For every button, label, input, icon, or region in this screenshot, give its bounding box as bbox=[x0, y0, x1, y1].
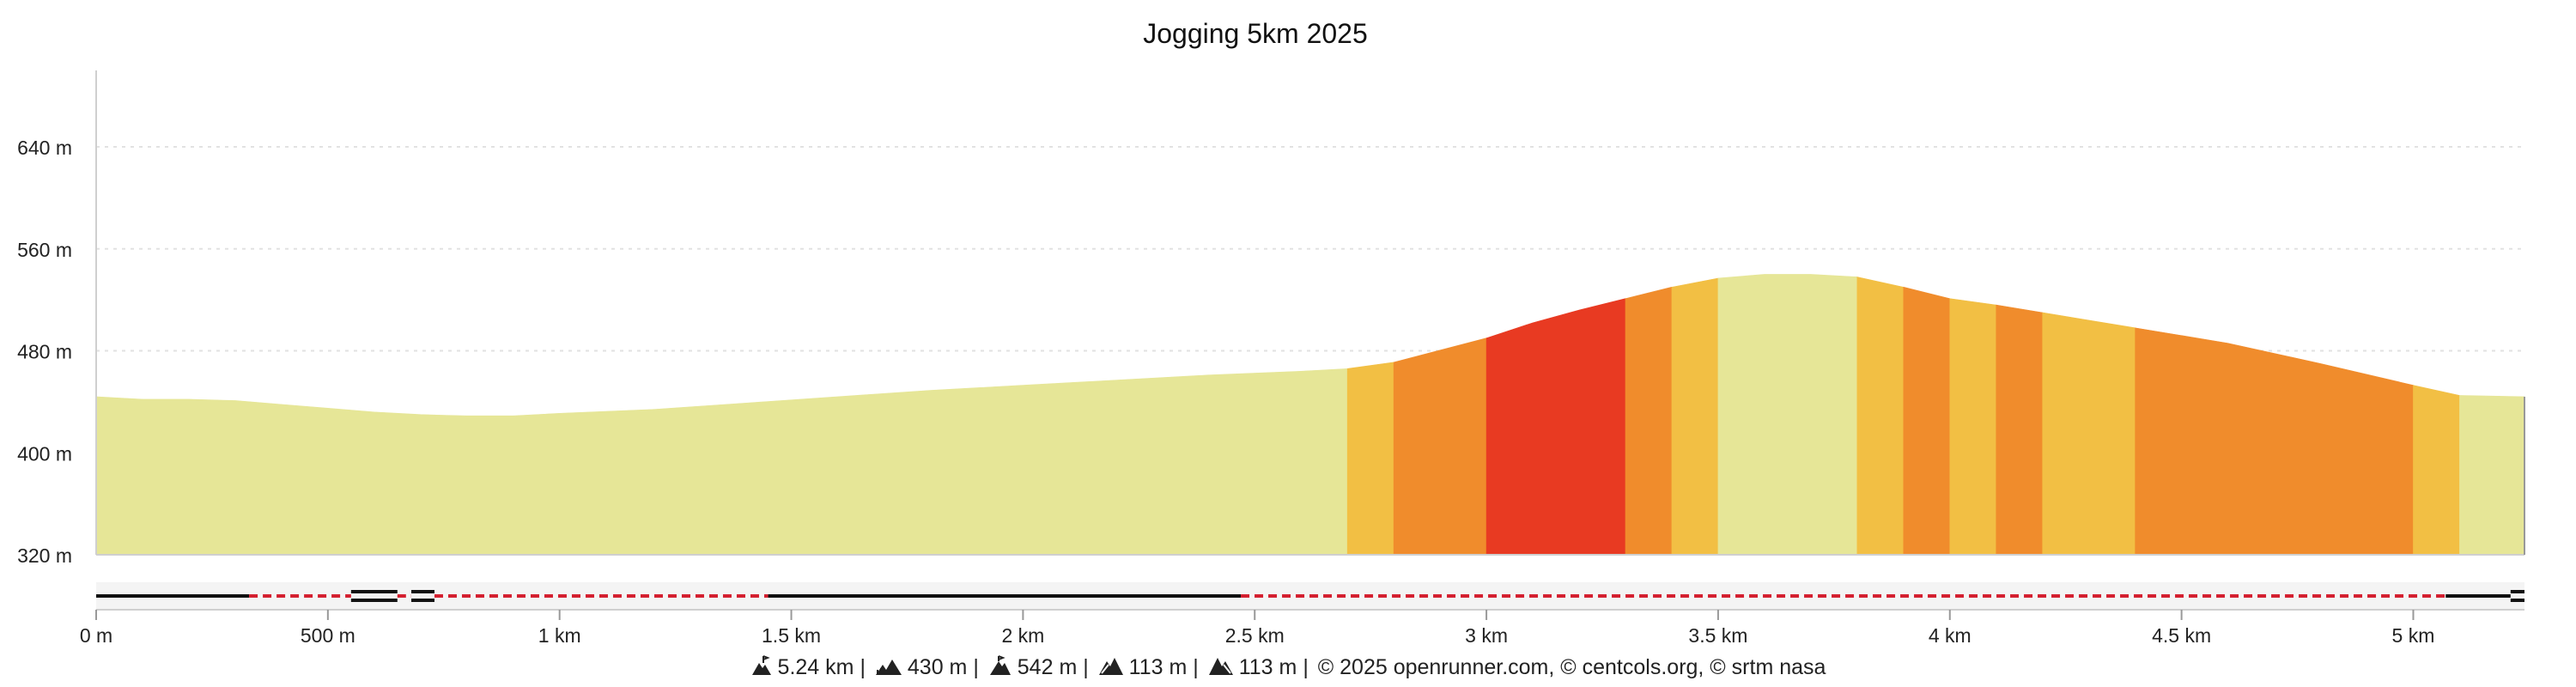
distance-stat: 5.24 km | bbox=[750, 654, 866, 680]
elevation-gain-stat: 430 m | bbox=[875, 654, 979, 680]
separator: | bbox=[973, 655, 979, 679]
x-tick-label: 5 km bbox=[2392, 624, 2435, 647]
x-tick-label: 0 m bbox=[80, 624, 112, 647]
descent-icon bbox=[1208, 658, 1233, 675]
x-tick-label: 2.5 km bbox=[1225, 624, 1285, 647]
grade-band bbox=[2413, 385, 2460, 556]
grade-bands bbox=[95, 274, 2525, 556]
x-tick-label: 2 km bbox=[1001, 624, 1044, 647]
separator: | bbox=[860, 655, 866, 679]
max-elevation-icon bbox=[989, 655, 1011, 675]
separator: | bbox=[1303, 655, 1309, 679]
grade-band bbox=[1856, 277, 1905, 556]
grade-band bbox=[95, 368, 1348, 556]
elevation-gain-value: 430 m bbox=[907, 655, 968, 679]
y-tick-label: 560 m bbox=[17, 239, 72, 261]
separator: | bbox=[1083, 655, 1089, 679]
x-tick-label: 500 m bbox=[301, 624, 355, 647]
elevation-gain-icon bbox=[875, 660, 902, 675]
grade-band bbox=[1346, 362, 1394, 556]
grade-band bbox=[2459, 395, 2525, 556]
max-elevation-value: 542 m bbox=[1017, 655, 1078, 679]
x-tick-label: 1.5 km bbox=[762, 624, 821, 647]
x-tick-label: 3.5 km bbox=[1688, 624, 1747, 647]
surface-strip bbox=[96, 582, 2524, 611]
y-tick-labels: 320 m 400 m 480 m 560 m 640 m bbox=[17, 137, 72, 567]
grade-band bbox=[1485, 298, 1626, 556]
x-tick-label: 4.5 km bbox=[2152, 624, 2211, 647]
grade-band bbox=[1717, 274, 1858, 556]
grade-band bbox=[1903, 286, 1951, 556]
grade-band bbox=[2135, 327, 2414, 556]
ascent-value: 113 m bbox=[1128, 655, 1188, 679]
separator: | bbox=[1193, 655, 1199, 679]
route-stats-footer: 5.24 km | 430 m | 542 m | 113 m | 113 m … bbox=[0, 654, 2576, 680]
grade-band bbox=[1393, 337, 1487, 556]
descent-value: 113 m bbox=[1238, 655, 1297, 679]
chart-title: Jogging 5km 2025 bbox=[1143, 18, 1368, 49]
grade-band bbox=[1949, 298, 1997, 556]
grade-band bbox=[1625, 286, 1673, 556]
x-tick-labels: 0 m 500 m 1 km 1.5 km 2 km 2.5 km 3 km 3.5 km 4 … bbox=[80, 610, 2435, 647]
grade-band bbox=[2042, 312, 2136, 556]
descent-stat: 113 m | bbox=[1208, 654, 1309, 680]
grade-band bbox=[1671, 277, 1719, 556]
ascent-stat: 113 m | bbox=[1098, 654, 1199, 680]
x-tick-label: 1 km bbox=[538, 624, 581, 647]
distance-icon bbox=[751, 655, 771, 675]
axes bbox=[95, 70, 2525, 556]
y-tick-label: 320 m bbox=[17, 544, 72, 567]
distance-value: 5.24 km bbox=[777, 655, 854, 679]
ascent-icon bbox=[1098, 658, 1123, 675]
grade-band bbox=[1996, 304, 2044, 556]
y-tick-label: 400 m bbox=[17, 442, 72, 465]
credits-text: © 2025 openrunner.com, © centcols.org, ©… bbox=[1317, 655, 1826, 679]
y-tick-label: 640 m bbox=[17, 137, 72, 159]
x-tick-label: 4 km bbox=[1929, 624, 1971, 647]
y-tick-label: 480 m bbox=[17, 341, 72, 363]
x-tick-label: 3 km bbox=[1465, 624, 1508, 647]
max-elevation-stat: 542 m | bbox=[988, 654, 1089, 680]
